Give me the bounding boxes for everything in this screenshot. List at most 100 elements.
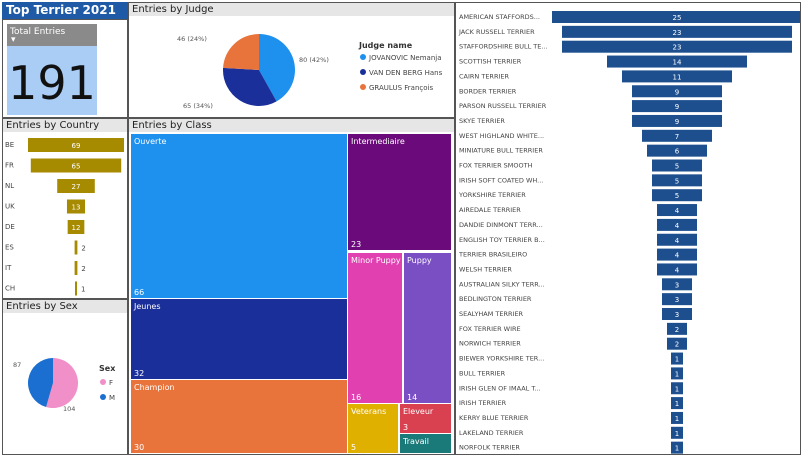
breed-bar[interactable] — [671, 426, 683, 439]
country-bar[interactable] — [30, 158, 122, 173]
sex-pie-slice[interactable] — [46, 358, 78, 408]
breed-bar[interactable] — [632, 85, 722, 98]
breed-bar[interactable] — [632, 100, 722, 113]
breed-bar[interactable] — [647, 144, 707, 157]
breed-label: BULL TERRIER — [459, 369, 506, 377]
country-bar[interactable] — [28, 138, 124, 152]
breed-bar[interactable] — [657, 204, 697, 217]
breed-bar[interactable] — [607, 55, 747, 68]
breed-panel: AMERICAN STAFFORDS... 25 JACK RUSSELL TERR… — [455, 2, 801, 455]
breed-value: 1 — [675, 415, 679, 423]
sex-slice-label: 104 — [63, 405, 75, 413]
breed-bar[interactable] — [671, 397, 683, 410]
breed-label: LAKELAND TERRIER — [459, 429, 524, 437]
breed-bar[interactable] — [657, 248, 697, 261]
breed-value: 9 — [675, 88, 679, 96]
breed-bar[interactable] — [671, 382, 683, 395]
breed-label: FOX TERRIER SMOOTH — [459, 162, 533, 170]
breed-bar[interactable] — [632, 114, 722, 127]
breed-bar[interactable] — [671, 411, 683, 424]
breed-bar[interactable] — [562, 40, 792, 53]
breed-label: CAIRN TERRIER — [459, 72, 509, 80]
total-entries-header[interactable]: Total Entries ▾ — [7, 24, 97, 46]
class-tile-value: 16 — [351, 393, 361, 402]
breed-value: 3 — [675, 311, 679, 319]
class-tile[interactable] — [348, 253, 402, 403]
class-tile[interactable] — [404, 253, 451, 403]
breed-label: BEDLINGTON TERRIER — [459, 295, 532, 303]
breed-label: STAFFORDSHIRE BULL TE... — [459, 43, 548, 51]
total-entries-label: Total Entries — [10, 27, 66, 37]
breed-bar[interactable] — [552, 11, 800, 23]
class-tile[interactable] — [400, 434, 451, 453]
judge-legend-label[interactable]: VAN DEN BERG Hans — [369, 69, 443, 77]
breed-label: TERRIER BRASILEIRO — [458, 251, 527, 259]
class-tile[interactable] — [131, 299, 347, 379]
judge-panel-title: Entries by Judge — [129, 3, 454, 16]
breed-bar[interactable] — [662, 308, 692, 320]
breed-bar[interactable] — [657, 218, 697, 231]
country-bar[interactable] — [57, 179, 95, 193]
country-bar[interactable] — [66, 199, 86, 214]
breed-bar[interactable] — [671, 352, 683, 365]
breed-value: 23 — [673, 44, 682, 52]
class-tile[interactable] — [400, 404, 451, 433]
breed-bar[interactable] — [652, 189, 702, 202]
breed-value: 5 — [675, 163, 679, 171]
sex-pie-slice[interactable] — [28, 358, 53, 408]
breed-value: 1 — [675, 356, 679, 364]
judge-legend-label[interactable]: JOVANOVIC Nemanja — [368, 54, 442, 62]
judge-pie-chart: 80 (42%) 65 (34%) 46 (24%) Judge name JOVA… — [177, 34, 443, 110]
class-tile[interactable] — [131, 380, 347, 453]
breed-label: IRISH TERRIER — [459, 399, 507, 407]
judge-pie-slice[interactable] — [223, 34, 259, 70]
class-tile[interactable] — [348, 134, 451, 250]
class-tile-value: 5 — [351, 443, 356, 452]
breed-value: 14 — [673, 59, 682, 67]
breed-label: WELSH TERRIER — [459, 265, 512, 273]
breed-value: 2 — [675, 326, 679, 334]
breed-bar[interactable] — [652, 174, 702, 187]
judge-legend-label[interactable]: GRAULUS François — [369, 84, 433, 92]
country-bar[interactable] — [67, 220, 85, 234]
breed-label: WEST HIGHLAND WHITE... — [459, 132, 544, 140]
class-tile-label: Jeunes — [133, 302, 161, 311]
breed-label: DANDIE DINMONT TERR... — [459, 221, 543, 229]
sex-pie-chart: 104 87 Sex FM — [13, 358, 116, 413]
sex-legend-label[interactable]: M — [109, 394, 115, 402]
judge-legend-dot — [360, 69, 366, 75]
class-tile[interactable] — [348, 404, 398, 453]
country-label: DE — [5, 223, 15, 231]
judge-slice-label: 65 (34%) — [183, 102, 213, 110]
breed-bar[interactable] — [652, 159, 702, 172]
breed-bar[interactable] — [562, 25, 792, 38]
sex-panel-title: Entries by Sex — [3, 300, 127, 313]
breed-bar[interactable] — [642, 129, 712, 142]
breed-bar[interactable] — [667, 337, 687, 350]
country-label: NL — [5, 182, 14, 190]
breed-value: 1 — [675, 370, 679, 378]
judge-pie-slice[interactable] — [259, 34, 295, 102]
class-tile[interactable] — [131, 134, 347, 298]
breed-bar[interactable] — [671, 367, 683, 380]
breed-value: 23 — [673, 29, 682, 37]
breed-value: 5 — [675, 177, 679, 185]
breed-bar[interactable] — [662, 293, 692, 306]
sex-legend-label[interactable]: F — [109, 379, 113, 387]
breed-value: 4 — [675, 222, 680, 230]
breed-bar[interactable] — [667, 322, 687, 335]
breed-bar[interactable] — [671, 441, 683, 454]
breed-label: FOX TERRIER WIRE — [459, 325, 521, 333]
country-bar[interactable] — [75, 281, 77, 296]
breed-bar[interactable] — [622, 70, 732, 83]
judge-pie-slice[interactable] — [223, 67, 277, 107]
breed-bar[interactable] — [657, 233, 697, 246]
country-bar[interactable] — [74, 261, 78, 275]
class-tile-value: 30 — [134, 443, 144, 452]
judge-slice-label: 80 (42%) — [299, 56, 329, 64]
breed-bar[interactable] — [662, 278, 692, 291]
country-label: FR — [5, 162, 14, 170]
breed-value: 4 — [675, 207, 680, 215]
breed-bar[interactable] — [657, 263, 697, 276]
country-bar[interactable] — [74, 240, 78, 255]
